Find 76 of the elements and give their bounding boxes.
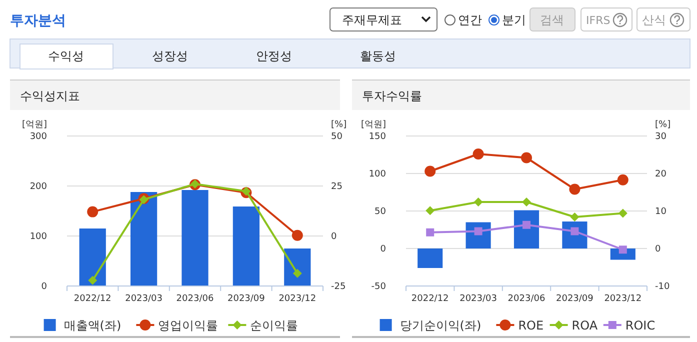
y2-axis-title: [%] xyxy=(655,120,671,130)
y-axis-title: [억원] xyxy=(361,120,386,130)
y2-tick-label: 0 xyxy=(331,232,337,242)
chart-title: 수익성지표 xyxy=(20,89,80,103)
bar xyxy=(232,206,260,286)
x-tick-label: 2022/12 xyxy=(74,294,112,304)
x-tick-label: 2023/03 xyxy=(125,294,162,304)
y2-tick-label: 10 xyxy=(655,207,667,217)
point xyxy=(424,166,436,177)
y2-axis-title: [%] xyxy=(331,120,347,130)
point xyxy=(426,206,435,216)
point xyxy=(521,152,532,164)
x-tick-label: 2023/03 xyxy=(460,294,497,304)
bar xyxy=(284,248,311,286)
bar xyxy=(418,248,443,268)
point xyxy=(426,228,434,236)
point xyxy=(569,184,580,195)
x-tick-label: 2023/06 xyxy=(176,294,214,304)
x-tick-label: 2022/12 xyxy=(411,294,449,304)
text: 안정성 xyxy=(256,49,292,63)
y2-tick-label: -25 xyxy=(331,282,346,292)
text: 분기 xyxy=(502,13,526,27)
text: 연간 xyxy=(458,13,482,27)
chart-title: 투자수익률 xyxy=(362,89,422,103)
y2-tick-label: -10 xyxy=(655,282,670,292)
legend-label: 영업이익률 xyxy=(158,318,218,332)
text: 주재무제표 xyxy=(342,13,402,27)
y2-tick-label: 25 xyxy=(331,182,342,192)
point xyxy=(618,246,627,254)
y-tick-label: 300 xyxy=(30,132,48,142)
point xyxy=(87,206,98,218)
point xyxy=(242,186,251,196)
legend-label: ROA xyxy=(572,318,598,332)
y-tick-label: 0 xyxy=(41,282,48,292)
text: 수익성 xyxy=(48,49,84,63)
y-tick-label: -50 xyxy=(371,282,386,292)
point xyxy=(617,174,628,186)
y2-tick-label: 20 xyxy=(655,170,667,180)
x-tick-label: 2023/12 xyxy=(278,294,316,304)
x-tick-label: 2023/09 xyxy=(228,294,266,304)
legend-label: 매출액(좌) xyxy=(64,318,122,332)
y-tick-label: 200 xyxy=(30,182,48,192)
legend-label: 순이익률 xyxy=(250,318,298,332)
x-tick-label: 2023/06 xyxy=(508,294,546,304)
y-axis-title: [억원] xyxy=(22,120,48,130)
bar xyxy=(182,190,208,286)
point xyxy=(292,268,302,278)
bar xyxy=(79,228,106,286)
text: IFRS xyxy=(586,14,610,27)
legend-label: ROE xyxy=(518,318,544,332)
text: 활동성 xyxy=(360,49,396,63)
text: 투자분석 xyxy=(10,13,66,29)
point xyxy=(522,220,530,229)
x-tick-label: 2023/09 xyxy=(556,294,594,304)
y2-tick-label: 0 xyxy=(655,244,661,254)
text: 검색 xyxy=(540,13,564,27)
y2-tick-label: 30 xyxy=(655,132,667,142)
point xyxy=(292,230,303,241)
point xyxy=(472,148,484,160)
point xyxy=(522,198,531,206)
point xyxy=(570,212,580,222)
point xyxy=(88,276,98,285)
legend-label: ROIC xyxy=(625,318,656,332)
y-tick-label: 150 xyxy=(368,132,386,142)
y-tick-label: 100 xyxy=(30,232,48,242)
legend-label: 당기순이익(좌) xyxy=(400,318,482,332)
point xyxy=(618,208,628,218)
bar xyxy=(130,192,158,286)
y2-tick-label: 50 xyxy=(331,132,343,142)
x-tick-label: 2023/12 xyxy=(604,294,642,304)
y-tick-label: 100 xyxy=(368,170,386,180)
text: 성장성 xyxy=(152,49,188,63)
point xyxy=(474,198,483,206)
text: 산식 xyxy=(642,13,666,27)
y-tick-label: 50 xyxy=(374,207,386,217)
y-tick-label: 0 xyxy=(380,244,386,254)
